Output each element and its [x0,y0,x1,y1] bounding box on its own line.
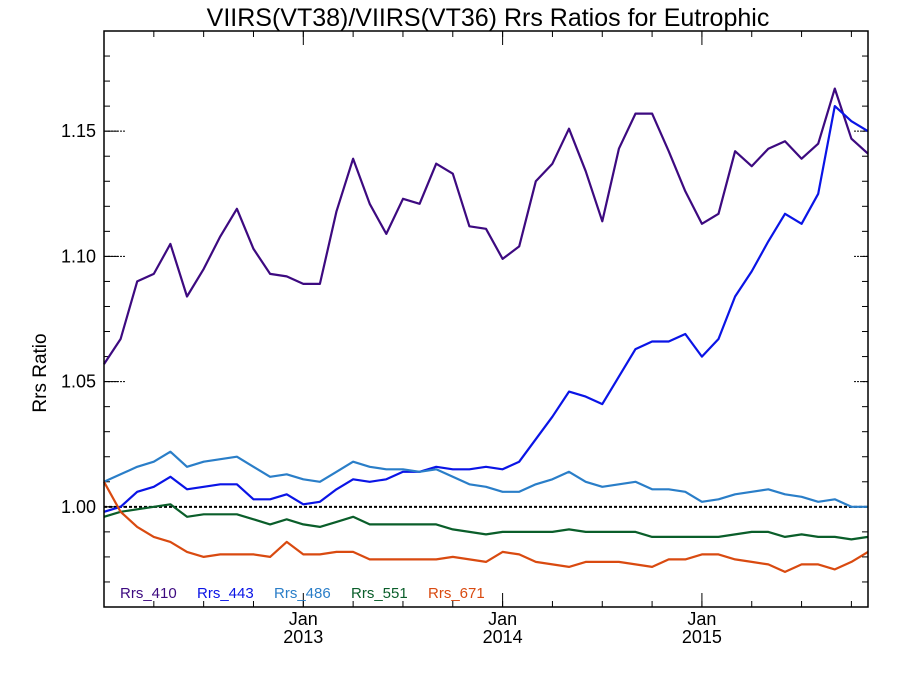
series-layer [103,87,869,574]
x-tick-label-month: Jan [488,609,517,629]
x-tick-label-year: 2015 [682,627,722,647]
x-tick-label-month: Jan [289,609,318,629]
y-tick-label: 1.10 [61,246,96,266]
x-tick-label-year: 2014 [483,627,523,647]
x-tick-label-year: 2013 [283,627,323,647]
chart-title: VIIRS(VT38)/VIIRS(VT36) Rrs Ratios for E… [207,4,770,32]
y-axis-label: Rrs Ratio [30,333,51,412]
legend-entry-rrs-486: Rrs_486 [274,585,331,602]
legend-entry-rrs-443: Rrs_443 [197,585,254,602]
series-line-rrs-486 [103,450,868,508]
legend-entry-rrs-551: Rrs_551 [351,585,408,602]
plot-frame [103,30,869,608]
series-line-rrs-443 [103,104,869,513]
x-tick-label-month: Jan [687,609,716,629]
series-line-rrs-671 [103,481,869,574]
y-ticks: 1.00 1.05 1.10 1.15 [61,121,96,517]
y-tick-label: 1.15 [61,121,96,141]
series-line-rrs-551 [103,503,869,541]
legend-entry-rrs-410: Rrs_410 [120,585,177,602]
series-line-rrs-410 [103,87,869,365]
y-tick-label: 1.05 [61,372,96,392]
y-tick-label: 1.00 [61,497,96,517]
legend-entry-rrs-671: Rrs_671 [428,585,485,602]
grid-layer [103,31,868,608]
legend: Rrs_410 Rrs_443 Rrs_486 Rrs_551 Rrs_671 [120,585,485,602]
